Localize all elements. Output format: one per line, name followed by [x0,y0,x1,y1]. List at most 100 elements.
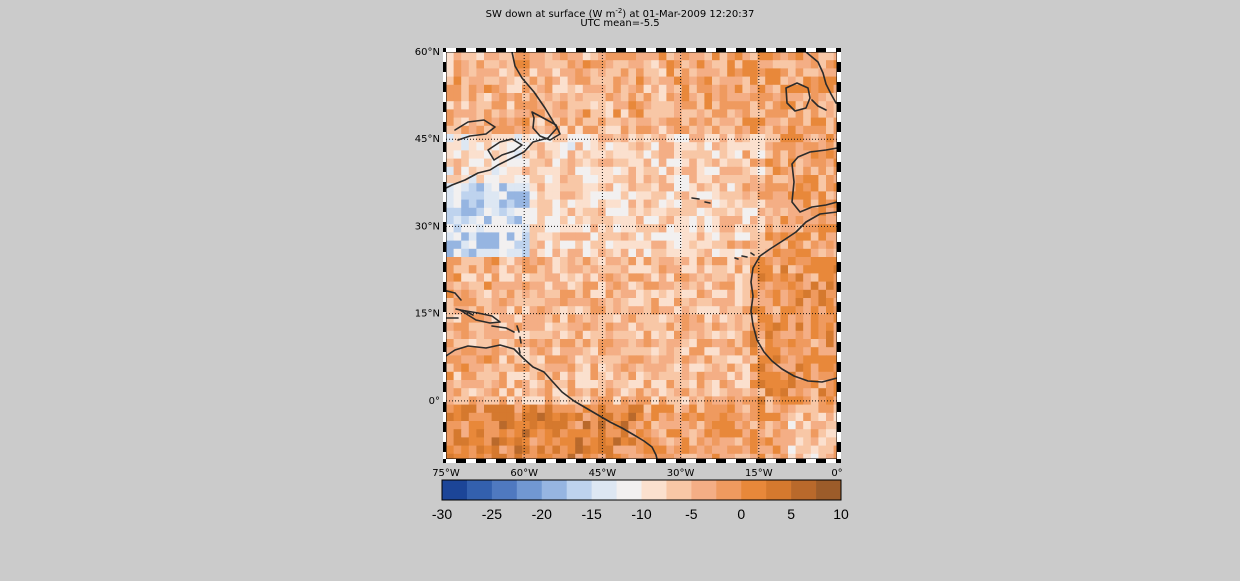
field-cell [620,289,629,299]
field-cell [780,322,789,332]
field-cell [712,298,720,307]
field-cell [681,429,690,438]
field-cell [537,281,546,291]
field-cell [750,265,758,274]
field-cell [696,404,705,414]
field-cell [514,339,523,348]
field-cell [484,355,492,364]
field-cell [712,134,720,143]
field-cell [590,166,599,176]
field-cell [499,125,508,135]
field-cell [560,314,568,323]
field-cell [750,134,758,143]
field-cell [666,60,675,69]
field-cell [788,207,796,217]
field-cell [537,437,546,446]
field-cell [514,281,523,291]
field-cell [613,273,622,282]
field-cell [765,453,774,459]
field-cell [522,109,530,118]
frame-tick-bottom [506,459,516,463]
field-cell [514,257,523,266]
field-cell [499,142,508,151]
field-cell [476,257,485,266]
field-cell [491,76,500,86]
field-cell [833,306,837,315]
field-cell [674,68,682,77]
field-cell [810,232,819,241]
field-cell [453,306,462,315]
field-cell [613,166,622,176]
field-cell [818,347,827,356]
field-cell [757,437,766,446]
field-cell [499,93,508,102]
field-cell [636,257,644,266]
field-cell [689,281,698,291]
colorbar [441,479,842,501]
field-cell [772,257,781,266]
field-cell [795,355,804,364]
field-cell [750,52,758,61]
field-cell [704,347,713,356]
field-cell [567,216,576,225]
field-cell [582,421,591,430]
frame-tick-bottom [786,459,796,463]
field-cell [620,388,629,397]
field-cell [651,68,660,77]
field-cell [803,273,812,282]
field-cell [484,183,492,192]
field-cell [636,150,644,159]
field-cell [560,322,568,332]
field-cell [689,330,698,340]
field-cell [491,298,500,307]
field-cell [658,388,667,397]
field-cell [765,412,774,422]
field-cell [689,421,698,430]
field-cell [537,150,546,159]
coastline-north-america [446,52,558,189]
field-cell [643,101,652,110]
field-cell [575,60,584,69]
field-cell [712,322,720,332]
field-cell [643,347,652,356]
field-cell [674,298,682,307]
field-cell [499,134,508,143]
field-cell [537,216,546,225]
field-cell [734,224,743,233]
field-cell [750,355,758,364]
field-cell [681,363,690,373]
field-cell [712,183,720,192]
field-cell [696,412,705,422]
field-cell [620,109,629,118]
field-cell [696,371,705,381]
field-cell [712,117,720,127]
field-cell [605,60,614,69]
field-cell [689,158,698,168]
field-cell [453,93,462,102]
field-cell [461,412,470,422]
field-cell [750,281,758,291]
field-cell [658,437,667,446]
field-cell [506,125,515,135]
field-cell [544,216,553,225]
field-cell [780,109,789,118]
field-cell [628,158,637,168]
field-cell [742,207,751,217]
field-cell [590,363,599,373]
field-cell [514,314,523,323]
field-cell [537,445,546,455]
field-cell [484,371,492,381]
field-cell [636,445,644,455]
field-cell [727,363,736,373]
field-cell [666,363,675,373]
field-cell [674,191,682,200]
field-cell [780,191,789,200]
field-cell [826,453,834,459]
field-cell [788,175,796,184]
frame-tick-right [837,412,841,422]
field-cell [499,306,508,315]
field-cell [514,429,523,438]
field-cell [620,125,629,135]
field-cell [795,347,804,356]
field-cell [689,298,698,307]
